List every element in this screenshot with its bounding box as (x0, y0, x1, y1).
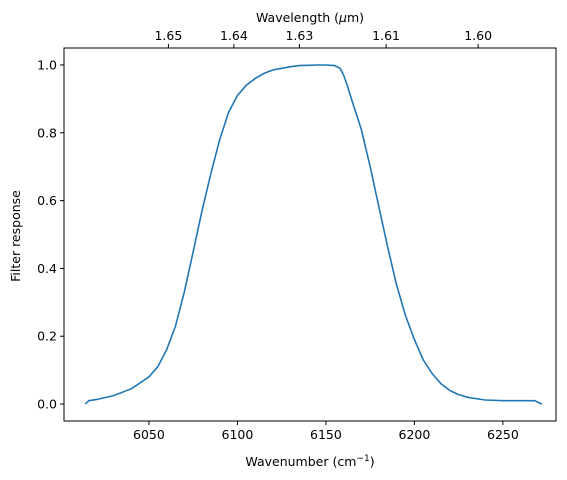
x-axis-label: Wavenumber (cm−1) (245, 454, 374, 469)
y-tick-label: 0.0 (37, 397, 57, 412)
series-line-0 (84, 64, 543, 405)
y-tick-label: 1.0 (37, 57, 57, 72)
y-tick-label: 0.6 (37, 193, 57, 208)
x-tick-label: 6100 (222, 427, 254, 442)
x-tick-label: 6200 (399, 427, 431, 442)
x-tick-label: 6250 (487, 427, 519, 442)
top-tick-label: 1.63 (285, 28, 313, 43)
y-tick-label: 0.8 (37, 125, 57, 140)
top-tick-label: 1.65 (154, 28, 182, 43)
top-tick-label: 1.64 (220, 28, 248, 43)
x-tick-label: 6050 (133, 427, 165, 442)
plot-layer (84, 64, 543, 405)
y-tick-label: 0.4 (37, 261, 57, 276)
top-axis-label: Wavelength (μm) (256, 10, 364, 25)
top-tick-label: 1.60 (464, 28, 492, 43)
x-tick-label: 6150 (310, 427, 342, 442)
y-axis-label: Filter response (8, 190, 23, 282)
y-tick-label: 0.2 (37, 329, 57, 344)
top-tick-label: 1.61 (372, 28, 400, 43)
plot-frame (63, 47, 557, 422)
ticks-layer: 6050 6100 6150 6200 6250 0.0 0.2 0.4 0.6 0.8 1.0 1.… (37, 28, 519, 442)
